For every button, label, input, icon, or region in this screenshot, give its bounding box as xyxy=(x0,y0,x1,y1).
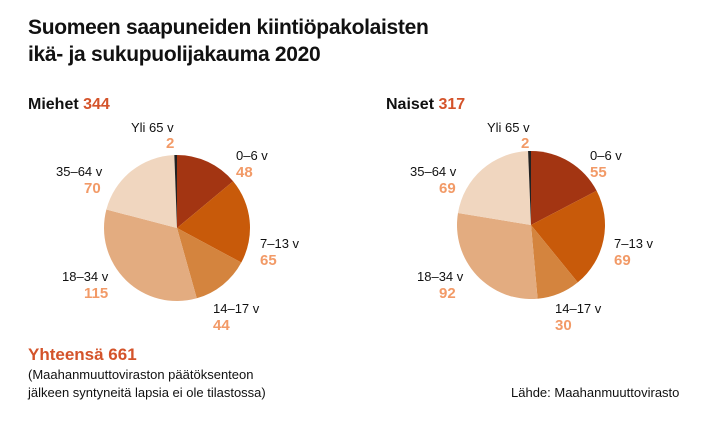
women-label-0-6: 0–6 v xyxy=(590,148,622,163)
footnote-line-2: jälkeen syntyneitä lapsia ei ole tilasto… xyxy=(28,385,266,400)
men-slice-0–6 v xyxy=(177,155,234,228)
women-slice-0–6 v xyxy=(531,151,597,225)
women-value-yli65: 2 xyxy=(521,135,530,152)
men-value-yli65: 2 xyxy=(166,135,175,152)
women-value-18-34: 92 xyxy=(439,285,456,302)
women-total: 317 xyxy=(438,96,466,113)
women-label-yli65: Yli 65 v xyxy=(487,120,530,135)
men-title: Miehet xyxy=(28,96,79,113)
men-value-14-17: 44 xyxy=(213,317,230,334)
men-label-yli65: Yli 65 v xyxy=(131,120,174,135)
women-label-14-17: 14–17 v xyxy=(555,301,602,316)
source: Lähde: Maahanmuuttovirasto xyxy=(511,385,680,400)
women-value-14-17: 30 xyxy=(555,317,572,334)
women-slice-35–64 v xyxy=(457,151,531,225)
grand-total: Yhteensä 661 xyxy=(28,345,137,364)
men-slice-7–13 v xyxy=(177,181,251,263)
men-slice-Yli 65 v xyxy=(174,155,177,228)
women-value-7-13: 69 xyxy=(614,252,631,269)
men-label-0-6: 0–6 v xyxy=(236,148,268,163)
men-slice-35–64 v xyxy=(106,155,177,228)
pie-women-heading: Naiset 317 xyxy=(386,96,465,114)
women-slice-7–13 v xyxy=(531,190,605,283)
men-label-7-13: 7–13 v xyxy=(260,236,300,251)
pie-men-heading: Miehet 344 xyxy=(28,96,110,114)
women-slice-18–34 v xyxy=(457,212,538,299)
men-value-7-13: 65 xyxy=(260,252,277,269)
men-total: 344 xyxy=(83,96,110,113)
men-value-35-64: 70 xyxy=(84,180,101,197)
women-label-35-64: 35–64 v xyxy=(410,164,457,179)
men-value-18-34: 115 xyxy=(84,285,109,302)
men-label-35-64: 35–64 v xyxy=(56,164,103,179)
women-label-18-34: 18–34 v xyxy=(417,269,464,284)
title-line-1: Suomeen saapuneiden kiintiöpakolaisten xyxy=(28,16,429,39)
women-value-0-6: 55 xyxy=(590,164,607,181)
footnote-line-1: (Maahanmuuttoviraston päätöksenteon xyxy=(28,367,254,382)
women-slice-14–17 v xyxy=(531,225,578,299)
men-label-18-34: 18–34 v xyxy=(62,269,109,284)
men-slice-18–34 v xyxy=(103,209,197,302)
women-value-35-64: 69 xyxy=(439,180,456,197)
men-value-0-6: 48 xyxy=(236,164,253,181)
women-label-7-13: 7–13 v xyxy=(614,236,654,251)
women-title: Naiset xyxy=(386,96,435,113)
footnote: (Maahanmuuttoviraston päätöksenteon jälke… xyxy=(28,366,266,402)
men-slice-14–17 v xyxy=(177,228,242,299)
chart-title: Suomeen saapuneiden kiintiöpakolaisten ik… xyxy=(28,14,429,68)
women-slice-Yli 65 v xyxy=(528,151,531,225)
men-label-14-17: 14–17 v xyxy=(213,301,260,316)
title-line-2: ikä- ja sukupuolijakauma 2020 xyxy=(28,43,321,66)
